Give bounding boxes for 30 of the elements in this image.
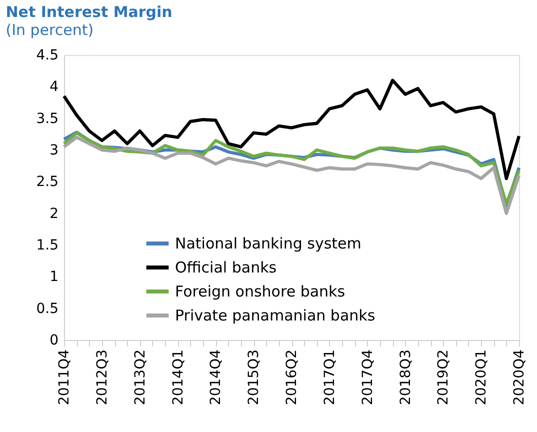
x-tick-label: 2014Q1 bbox=[170, 350, 186, 406]
x-tick-label: 2012Q3 bbox=[94, 350, 110, 406]
y-tick-label: 2 bbox=[50, 206, 58, 222]
chart-subtitle: (In percent) bbox=[6, 21, 94, 39]
x-tick-label: 2014Q4 bbox=[208, 349, 224, 406]
y-tick-label: 1 bbox=[50, 269, 58, 286]
x-tick-label: 2017Q4 bbox=[360, 349, 376, 406]
x-tick-label: 2019Q2 bbox=[436, 350, 452, 406]
line-series bbox=[62, 78, 521, 180]
x-tick-label: 2018Q3 bbox=[398, 350, 414, 406]
legend-label: Official banks bbox=[175, 258, 277, 276]
x-tick-label: 2015Q3 bbox=[246, 350, 262, 406]
y-tick-label: 4.5 bbox=[36, 48, 58, 64]
x-tick-label: 2020Q4 bbox=[512, 349, 528, 406]
y-tick-label: 0 bbox=[50, 332, 58, 348]
y-tick-label: 1.5 bbox=[36, 238, 58, 254]
legend-label: Foreign onshore banks bbox=[175, 282, 346, 300]
y-tick-label: 0.5 bbox=[36, 300, 58, 317]
legend-label: Private panamanian banks bbox=[175, 306, 376, 324]
y-tick-label: 3 bbox=[50, 142, 58, 158]
x-tick-label: 2013Q2 bbox=[132, 350, 148, 406]
legend-label: National banking system bbox=[175, 234, 362, 252]
y-tick-label: 4 bbox=[50, 79, 59, 96]
y-tick-label: 3.5 bbox=[36, 110, 58, 127]
x-tick-label: 2017Q1 bbox=[322, 350, 338, 406]
x-tick-label: 2016Q2 bbox=[284, 350, 300, 406]
chart-title: Net Interest Margin bbox=[6, 3, 172, 21]
y-tick-label: 2.5 bbox=[36, 174, 58, 190]
x-tick-label: 2011Q4 bbox=[56, 349, 72, 406]
x-tick-label: 2020Q1 bbox=[474, 350, 490, 406]
